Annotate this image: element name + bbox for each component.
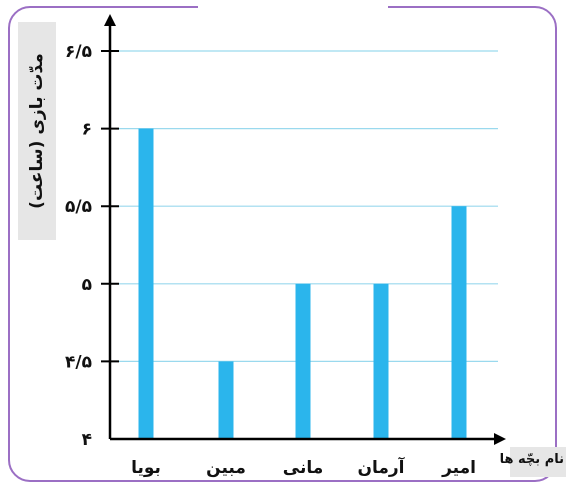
bar [138,128,154,439]
y-tick-label: ۴ [82,430,92,450]
x-category-label: آرمان [357,456,405,478]
x-category-label: بویا [131,458,161,478]
labels: ۴ ۴/۵ ۵ ۵/۵ ۶ ۶/۵ بویا مبین مانی آرمان امیر [65,42,476,478]
y-tick-label: ۴/۵ [65,352,92,372]
bar [295,283,311,439]
x-category-label: مانی [283,458,324,478]
bar [373,283,389,439]
frame-top-tab [198,4,388,16]
y-tick-label: ۵/۵ [65,197,92,217]
x-category-label: مبین [206,458,246,478]
bar [218,361,234,439]
x-axis-arrow [494,433,506,445]
x-axis-label-box [510,447,566,477]
bar [451,206,467,439]
x-axis-label: نام بچّه ها [499,452,564,467]
x-category-label: امیر [441,458,476,478]
gridlines [110,50,498,362]
y-tick-label: ۵ [82,275,92,295]
y-tick-label: ۶ [82,120,92,140]
y-tick-label: ۶/۵ [65,42,92,62]
bars [138,128,467,439]
y-axis-label-box [18,22,56,240]
axes [101,14,506,445]
y-axis-arrow [104,14,116,26]
